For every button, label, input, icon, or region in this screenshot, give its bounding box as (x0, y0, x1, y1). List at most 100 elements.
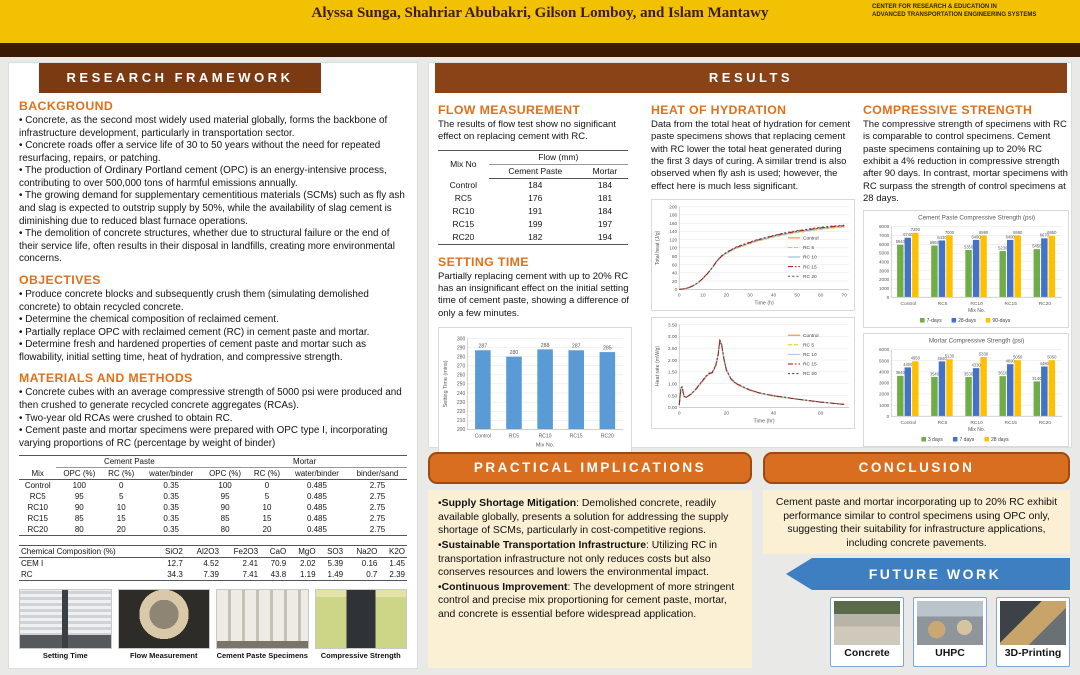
table-cell: 0.485 (306, 503, 327, 513)
table-cell: RC15 (27, 514, 48, 524)
conclusion-panel: CONCLUSION Cement paste and mortar incor… (763, 452, 1070, 554)
svg-text:RC 15: RC 15 (803, 362, 817, 368)
setting-time-photo (19, 589, 112, 650)
svg-text:RC 10: RC 10 (803, 255, 817, 261)
svg-text:RC15: RC15 (1005, 301, 1018, 307)
heat-text: Data from the total heat of hydration fo… (651, 119, 851, 192)
flow-measurement-photo (117, 589, 210, 650)
svg-text:6000: 6000 (879, 348, 890, 353)
svg-text:5940: 5940 (896, 240, 906, 245)
svg-text:RC20: RC20 (601, 434, 614, 440)
svg-text:6990: 6990 (1013, 230, 1023, 235)
table-cell: 15 (262, 514, 272, 524)
methods-photos: Setting Time Flow Measurement Cement Pas… (19, 589, 407, 660)
svg-text:6490: 6490 (971, 235, 981, 240)
svg-text:0: 0 (887, 414, 890, 419)
research-framework-panel: RESEARCH FRAMEWORK BACKGROUND Concrete, … (8, 62, 418, 669)
table-cell: 80 (202, 524, 248, 537)
svg-text:290: 290 (457, 345, 466, 351)
table-cell: 0.485 (285, 524, 348, 537)
photo-caption: Compressive Strength (320, 651, 401, 661)
table-cell: RC5 (454, 193, 472, 204)
svg-text:5450: 5450 (1032, 244, 1042, 249)
svg-text:6950: 6950 (1047, 231, 1057, 236)
table-cell: Mix No (438, 149, 489, 179)
table-cell: 0.16 (361, 559, 378, 569)
table-cell: 80 (56, 524, 103, 537)
results-panel: RESULTS FLOW MEASUREMENT The results of … (428, 62, 1072, 458)
table-cell: 0.35 (163, 492, 179, 502)
table-cell: 2.75 (369, 514, 386, 524)
table-cell (19, 455, 57, 468)
table-cell: 7.39 (184, 569, 221, 582)
svg-text:RC10: RC10 (970, 301, 983, 307)
table-cell: Mortar (581, 164, 628, 179)
svg-text:0: 0 (678, 410, 681, 416)
table-cell: RC10 (27, 503, 48, 513)
table-cell: 5.39 (327, 559, 344, 569)
table-cell: 10 (116, 503, 126, 513)
table-cell: 0.35 (163, 481, 179, 491)
table-cell: 0 (264, 481, 270, 491)
chemical-composition-table: Chemical Composition (%) SiO2 Al2O3 Fe2O3 Ca… (19, 545, 407, 582)
svg-text:Setting Time (mins): Setting Time (mins) (443, 360, 449, 407)
bullet-item: Determine the chemical composition of re… (19, 314, 407, 327)
table-cell: RC (%) (247, 467, 286, 481)
table-cell: 20 (247, 524, 286, 537)
table-cell: 184 (528, 180, 543, 191)
svg-text:RC20: RC20 (1039, 301, 1052, 307)
bullet-item: Partially replace OPC with reclaimed cem… (19, 327, 407, 340)
svg-text:200: 200 (669, 204, 677, 210)
methods-photo-press: Compressive Strength (314, 589, 407, 661)
table-cell: SiO2 (154, 545, 185, 559)
table-cell: RC20 (19, 524, 57, 537)
table-cell: RC20 (438, 230, 489, 245)
svg-text:RC15: RC15 (570, 434, 583, 440)
mortar-strength-chart: Mortar Compressive Strength (psi) 0 1000 20… (863, 333, 1069, 448)
table-cell: Mortar (202, 455, 407, 469)
svg-text:4400: 4400 (903, 362, 913, 367)
svg-text:220: 220 (457, 409, 466, 415)
compressive-strength-section: COMPRESSIVE STRENGTH The compressive str… (863, 101, 1069, 448)
svg-text:2.50: 2.50 (668, 346, 678, 352)
table-cell: 95 (74, 492, 84, 502)
svg-text:7000: 7000 (879, 233, 890, 238)
implication-item: Sustainable Transportation Infrastructur… (438, 539, 742, 580)
svg-text:5000: 5000 (879, 251, 890, 256)
svg-text:280: 280 (457, 355, 466, 361)
svg-text:70: 70 (842, 292, 848, 298)
svg-text:160: 160 (669, 221, 677, 227)
svg-text:RC5: RC5 (938, 301, 948, 307)
3d-printing-photo (1000, 601, 1066, 645)
svg-text:210: 210 (457, 418, 466, 424)
table-cell: 0 (118, 481, 124, 491)
table-cell: 194 (581, 230, 628, 245)
svg-text:287: 287 (478, 344, 487, 350)
svg-text:0.50: 0.50 (668, 393, 678, 399)
svg-text:40: 40 (672, 271, 678, 277)
svg-text:50: 50 (794, 292, 800, 298)
practical-implications-body: Supply Shortage Mitigation: Demolished c… (428, 490, 752, 668)
svg-text:300: 300 (457, 336, 466, 342)
bullet-item: Cement paste and mortar specimens were p… (19, 425, 407, 450)
photo-caption: Setting Time (42, 651, 88, 661)
table-cell: SO3 (317, 545, 346, 559)
svg-text:2000: 2000 (879, 392, 890, 397)
svg-text:5000: 5000 (879, 359, 890, 364)
table-cell: 4.52 (203, 559, 219, 569)
table-cell: 2.75 (369, 503, 386, 513)
implication-lead: Sustainable Transportation Infrastructur… (441, 539, 647, 551)
table-cell: Control (24, 481, 51, 491)
org-name: CENTER FOR RESEARCH & EDUCATION IN ADVAN… (872, 3, 1042, 20)
table-cell: Mix (19, 467, 57, 481)
authors-line: Alyssa Sunga, Shahriar Abubakri, Gilson … (311, 5, 769, 21)
svg-text:6990: 6990 (979, 230, 989, 235)
conclusion-banner: CONCLUSION (763, 452, 1070, 484)
implication-lead: Continuous Improvement (441, 581, 568, 593)
table-cell: 2.02 (300, 559, 316, 569)
svg-text:Cement Paste Compressive Stren: Cement Paste Compressive Strength (psi) (918, 215, 1035, 222)
bullet-item: Produce concrete blocks and subsequently… (19, 289, 407, 314)
svg-text:0: 0 (887, 295, 890, 300)
svg-text:RC10: RC10 (539, 434, 552, 440)
svg-text:250: 250 (457, 382, 466, 388)
